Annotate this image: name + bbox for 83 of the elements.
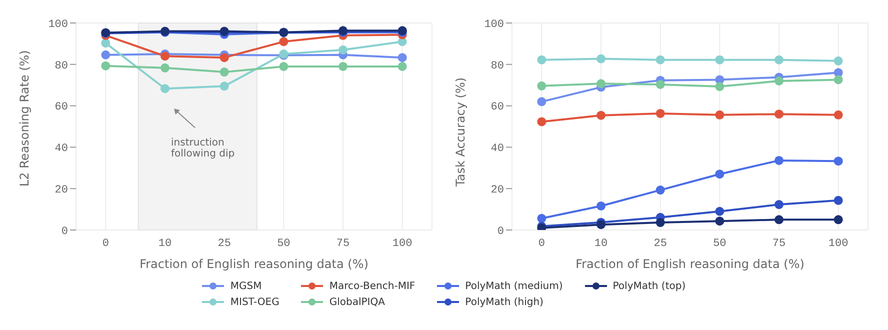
y-tick-label: 20 — [490, 184, 504, 197]
point — [279, 37, 288, 46]
x-tick-label: 75 — [772, 238, 786, 250]
point — [537, 117, 546, 126]
point — [715, 216, 724, 226]
point — [596, 220, 606, 230]
point — [656, 55, 665, 64]
point — [537, 214, 546, 223]
legend-label: Marco-Bench-MIF — [329, 280, 416, 292]
point — [596, 79, 606, 88]
y-tick-label: 100 — [484, 18, 504, 31]
y-axis-title: L2 Reasoning Rate (%) — [17, 50, 32, 186]
point — [338, 45, 348, 54]
y-tick-label: 40 — [54, 143, 68, 156]
y-tick-label: 20 — [54, 184, 68, 197]
point — [398, 53, 407, 62]
point — [656, 218, 665, 228]
point — [537, 97, 546, 106]
point — [656, 108, 665, 118]
point — [220, 82, 229, 91]
point — [160, 63, 170, 72]
point — [774, 110, 784, 119]
legend-label: PolyMath (top) — [612, 280, 686, 292]
x-tick-label: 10 — [594, 238, 608, 250]
point — [101, 38, 110, 48]
x-tick-label: 0 — [102, 238, 109, 250]
point — [537, 55, 546, 64]
x-tick-label: 100 — [828, 238, 848, 250]
point — [220, 53, 229, 62]
y-tick-label: 60 — [54, 102, 68, 114]
point — [596, 110, 606, 120]
x-axis-title: Fraction of English reasoning data (%) — [576, 257, 804, 271]
point — [160, 84, 170, 94]
x-tick-label: 100 — [392, 238, 412, 250]
point — [834, 156, 843, 166]
point — [715, 82, 724, 92]
point — [220, 68, 229, 77]
legend-label: PolyMath (high) — [465, 296, 544, 308]
y-tick-label: 0 — [61, 226, 68, 238]
y-tick-label: 40 — [490, 143, 504, 156]
point — [101, 61, 110, 70]
x-tick-label: 25 — [654, 238, 667, 250]
x-tick-label: 50 — [277, 238, 290, 250]
point — [279, 62, 288, 71]
point — [596, 201, 606, 210]
point — [774, 76, 784, 86]
point — [596, 54, 606, 64]
point — [398, 62, 407, 71]
x-axis-title: Fraction of English reasoning data (%) — [140, 257, 368, 271]
point — [774, 55, 784, 64]
legend-label: MIST-OEG — [230, 296, 280, 308]
point — [537, 81, 546, 90]
point — [715, 110, 724, 120]
point — [834, 110, 843, 120]
point — [656, 80, 665, 89]
y-tick-label: 60 — [490, 102, 504, 114]
point — [715, 206, 724, 216]
point — [834, 196, 843, 205]
y-tick-label: 0 — [497, 226, 504, 238]
x-tick-label: 75 — [336, 238, 350, 250]
point — [774, 215, 784, 224]
x-tick-label: 0 — [538, 238, 545, 250]
legend-label: MGSM — [230, 280, 262, 292]
point — [715, 170, 724, 179]
x-tick-label: 50 — [713, 238, 726, 250]
legend-label: PolyMath (medium) — [465, 280, 563, 292]
y-tick-label: 80 — [54, 60, 68, 72]
point — [834, 56, 843, 66]
point — [656, 186, 665, 195]
y-tick-label: 100 — [48, 18, 68, 31]
x-tick-label: 10 — [158, 238, 172, 250]
point — [101, 50, 110, 60]
point — [834, 75, 843, 84]
x-tick-label: 25 — [218, 238, 231, 250]
annotation: instruction following dip — [171, 138, 235, 160]
y-tick-label: 80 — [490, 60, 504, 72]
point — [834, 215, 843, 224]
y-axis-title: Task Accuracy (%) — [453, 77, 468, 188]
point — [715, 55, 724, 64]
point — [774, 200, 784, 210]
point — [338, 62, 348, 71]
legend-label: GlobalPIQA — [329, 296, 385, 308]
point — [774, 156, 784, 165]
